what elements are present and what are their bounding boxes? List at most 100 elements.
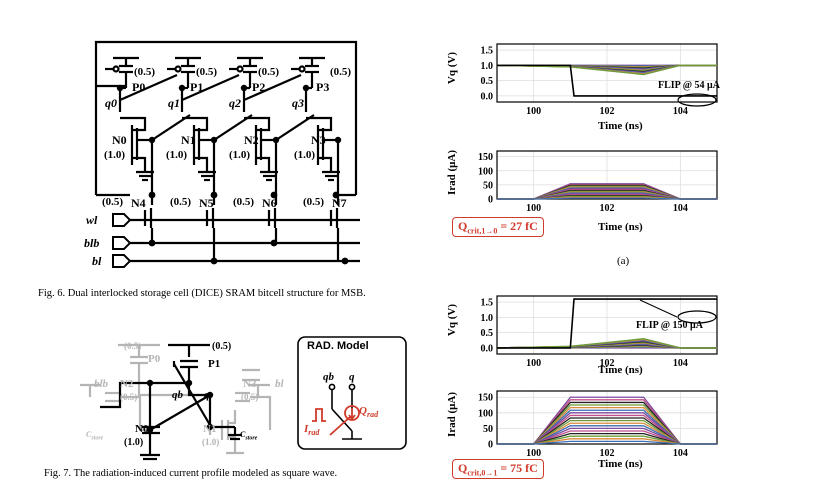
rad-model-title: RAD. Model bbox=[307, 340, 369, 352]
fig7-n3-label: N3 bbox=[243, 378, 257, 390]
fig7-qb-label: qb bbox=[172, 389, 183, 401]
fig7-n1-size: (1.0) bbox=[202, 437, 220, 447]
plot-frame bbox=[496, 295, 718, 355]
fig7-q-label: q bbox=[204, 389, 210, 401]
fig6-dice-schematic bbox=[94, 40, 360, 268]
n2-size: (1.0) bbox=[229, 149, 251, 161]
qcrit-bottom-value: = 75 fC bbox=[497, 461, 538, 475]
ytick-label: 1.5 bbox=[481, 46, 494, 57]
xtick-label: 102 bbox=[600, 358, 615, 369]
qcrit-bottom-badge: Qcrit,0→1 = 75 fC bbox=[452, 459, 544, 480]
flip-ellipse-bottom bbox=[677, 310, 717, 324]
fig7-blb-label: blb bbox=[94, 378, 109, 390]
fig7-p0-size: (0.5) bbox=[124, 341, 142, 351]
fig6-caption: Fig. 6. Dual interlocked storage cell (D… bbox=[38, 288, 366, 299]
rad-q-label: q bbox=[349, 371, 355, 383]
top-irad-ylabel: Irad (μA) bbox=[446, 150, 458, 196]
n5-size: (0.5) bbox=[170, 196, 192, 208]
n0-label: N0 bbox=[112, 133, 127, 147]
plot-frame bbox=[496, 390, 718, 445]
bottom-irad-xlabel: Time (ns) bbox=[598, 458, 643, 470]
ytick-label: 1.0 bbox=[481, 61, 494, 72]
q0-label: q0 bbox=[105, 96, 117, 110]
xtick-label: 100 bbox=[526, 448, 541, 459]
wl-label: wl bbox=[86, 213, 98, 227]
ytick-label: 0.5 bbox=[481, 76, 494, 87]
plot-bottom-vq: 1.5 1.0 0.5 0.0 100 102 104 bbox=[481, 295, 718, 369]
p1-label: P1 bbox=[190, 80, 204, 94]
bottom-flip-label: FLIP @ 150 μA bbox=[636, 320, 703, 331]
xtick-label: 102 bbox=[600, 106, 615, 117]
fig7-n1-label: N1 bbox=[203, 423, 217, 435]
pmos-bubble-icon-2 bbox=[236, 65, 244, 73]
ytick-label: 50 bbox=[483, 180, 493, 191]
plot-top-vq: 1.5 1.0 0.5 0.0 100 102 104 bbox=[481, 43, 718, 117]
n3-label: N3 bbox=[311, 133, 326, 147]
top-vq-xlabel: Time (ns) bbox=[598, 120, 643, 132]
blb-label: blb bbox=[84, 236, 100, 250]
fig7-rad-schematic bbox=[80, 336, 407, 461]
bottom-vq-xlabel: Time (ns) bbox=[598, 364, 643, 376]
bottom-vq-ylabel: Vq (V) bbox=[446, 304, 458, 337]
fig7-n3-size: (0.5) bbox=[241, 392, 259, 402]
pmos-bubble-icon-3 bbox=[298, 65, 306, 73]
xtick-label: 100 bbox=[526, 106, 541, 117]
qcrit-bottom-main: Q bbox=[458, 461, 468, 475]
irad-label: Irad bbox=[304, 423, 319, 437]
fig7-p1-size: (0.5) bbox=[212, 341, 232, 352]
ytick-label: 0 bbox=[488, 195, 493, 206]
qcrit-top-sub: crit,1→0 bbox=[467, 226, 498, 236]
p0-label: P0 bbox=[132, 80, 146, 94]
p1-size: (0.5) bbox=[196, 66, 218, 78]
qcrit-top-main: Q bbox=[458, 219, 468, 233]
vq-flip-trace bbox=[497, 64, 717, 97]
bl-port-icon bbox=[112, 254, 132, 268]
top-irad-xlabel: Time (ns) bbox=[598, 221, 643, 233]
fig7-n2-label: N2 bbox=[120, 378, 134, 390]
p0-size: (0.5) bbox=[134, 66, 156, 78]
pmos-bubble-icon-0 bbox=[112, 65, 120, 73]
fig7-p1-label: P1 bbox=[208, 358, 221, 370]
xtick-label: 100 bbox=[526, 358, 541, 369]
rad-qb-label: qb bbox=[323, 371, 334, 383]
n5-label: N5 bbox=[199, 196, 214, 210]
n4-size: (0.5) bbox=[102, 196, 124, 208]
fig7-cstore-left-sub: store bbox=[91, 435, 104, 442]
n7-size: (0.5) bbox=[303, 196, 325, 208]
ytick-label: 0.0 bbox=[481, 91, 494, 102]
n6-label: N6 bbox=[262, 196, 277, 210]
ytick-label: 1.0 bbox=[481, 313, 494, 324]
ytick-label: 1.5 bbox=[481, 298, 494, 309]
p3-size: (0.5) bbox=[330, 66, 352, 78]
n1-size: (1.0) bbox=[166, 149, 188, 161]
qrad-label: Qrad bbox=[359, 405, 378, 419]
q3-label: q3 bbox=[292, 96, 304, 110]
qcrit-top-badge: Qcrit,1→0 = 27 fC bbox=[452, 217, 544, 238]
xtick-label: 102 bbox=[600, 203, 615, 214]
xtick-label: 104 bbox=[673, 106, 688, 117]
fig7-caption: Fig. 7. The radiation-induced current pr… bbox=[44, 468, 338, 479]
ytick-label: 150 bbox=[478, 152, 493, 163]
ytick-label: 100 bbox=[478, 408, 493, 419]
flip-pointer-bottom bbox=[639, 299, 678, 318]
plot-frame bbox=[496, 43, 718, 103]
p2-size: (0.5) bbox=[258, 66, 280, 78]
pmos-bubble-icon-1 bbox=[174, 65, 182, 73]
ytick-label: 100 bbox=[478, 166, 493, 177]
irad-trace bbox=[497, 440, 717, 445]
blb-port-icon bbox=[112, 236, 132, 250]
n4-label: N4 bbox=[131, 196, 146, 210]
xtick-label: 100 bbox=[526, 203, 541, 214]
bottom-irad-ylabel: Irad (μA) bbox=[446, 392, 458, 438]
fig7-cstore-right-sub: store bbox=[245, 435, 258, 442]
xtick-label: 102 bbox=[600, 448, 615, 459]
irad-main: I bbox=[304, 423, 309, 435]
top-vq-ylabel: Vq (V) bbox=[446, 52, 458, 85]
plot-top-irad: 150 100 50 0 100 102 104 bbox=[478, 150, 718, 214]
vq-trace bbox=[496, 64, 717, 76]
p3-label: P3 bbox=[316, 80, 330, 94]
ytick-label: 0.0 bbox=[481, 343, 494, 354]
n7-label: N7 bbox=[332, 196, 347, 210]
xtick-label: 104 bbox=[673, 203, 688, 214]
xtick-label: 104 bbox=[673, 358, 688, 369]
